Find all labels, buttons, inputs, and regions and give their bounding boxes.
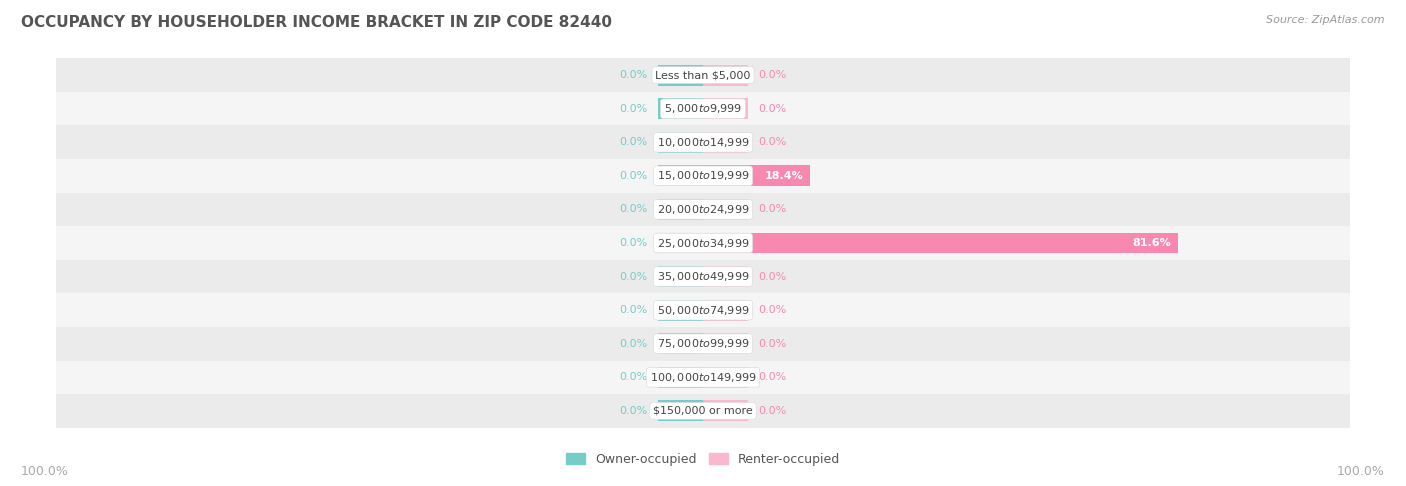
Text: 0.0%: 0.0%	[619, 137, 647, 147]
Text: 0.0%: 0.0%	[619, 238, 647, 248]
Bar	[56, 58, 1350, 92]
Bar	[658, 199, 703, 220]
Text: 0.0%: 0.0%	[619, 104, 647, 114]
Bar	[56, 92, 1350, 125]
Text: $35,000 to $49,999: $35,000 to $49,999	[657, 270, 749, 283]
Text: 100.0%: 100.0%	[1337, 465, 1385, 478]
Text: 0.0%: 0.0%	[759, 372, 787, 382]
Bar	[703, 233, 1178, 253]
Bar	[658, 165, 703, 186]
Bar	[658, 367, 703, 388]
Bar	[703, 400, 748, 421]
Text: 0.0%: 0.0%	[619, 305, 647, 315]
Bar	[703, 199, 748, 220]
Text: 0.0%: 0.0%	[619, 406, 647, 416]
Text: 0.0%: 0.0%	[759, 305, 787, 315]
Bar	[658, 300, 703, 321]
Bar	[56, 260, 1350, 294]
Text: $5,000 to $9,999: $5,000 to $9,999	[664, 102, 742, 115]
Text: 0.0%: 0.0%	[759, 272, 787, 281]
Bar	[703, 266, 748, 287]
Bar	[658, 132, 703, 153]
Text: OCCUPANCY BY HOUSEHOLDER INCOME BRACKET IN ZIP CODE 82440: OCCUPANCY BY HOUSEHOLDER INCOME BRACKET …	[21, 15, 612, 30]
Bar	[56, 226, 1350, 260]
Bar	[703, 165, 810, 186]
Bar	[56, 159, 1350, 192]
Bar	[658, 233, 703, 253]
Bar	[56, 294, 1350, 327]
Bar	[703, 333, 748, 354]
Text: 0.0%: 0.0%	[619, 205, 647, 214]
Text: $10,000 to $14,999: $10,000 to $14,999	[657, 136, 749, 149]
Text: 0.0%: 0.0%	[759, 104, 787, 114]
Legend: Owner-occupied, Renter-occupied: Owner-occupied, Renter-occupied	[567, 453, 839, 466]
Text: $150,000 or more: $150,000 or more	[654, 406, 752, 416]
Text: 0.0%: 0.0%	[619, 372, 647, 382]
Bar	[56, 125, 1350, 159]
Bar	[658, 98, 703, 119]
Text: $15,000 to $19,999: $15,000 to $19,999	[657, 169, 749, 182]
Bar	[703, 98, 748, 119]
Bar	[56, 361, 1350, 394]
Text: Less than $5,000: Less than $5,000	[655, 70, 751, 80]
Bar	[658, 266, 703, 287]
Text: 0.0%: 0.0%	[619, 171, 647, 181]
Bar	[703, 132, 748, 153]
Text: 81.6%: 81.6%	[1133, 238, 1171, 248]
Bar	[658, 400, 703, 421]
Bar	[703, 367, 748, 388]
Text: 0.0%: 0.0%	[759, 205, 787, 214]
Text: 0.0%: 0.0%	[759, 137, 787, 147]
Text: 0.0%: 0.0%	[759, 70, 787, 80]
Bar	[56, 192, 1350, 226]
Text: 18.4%: 18.4%	[765, 171, 804, 181]
Text: $50,000 to $74,999: $50,000 to $74,999	[657, 304, 749, 317]
Bar	[703, 300, 748, 321]
Text: $20,000 to $24,999: $20,000 to $24,999	[657, 203, 749, 216]
Bar	[658, 65, 703, 86]
Bar	[658, 333, 703, 354]
Text: $100,000 to $149,999: $100,000 to $149,999	[650, 371, 756, 384]
Text: $25,000 to $34,999: $25,000 to $34,999	[657, 237, 749, 249]
Text: 0.0%: 0.0%	[759, 339, 787, 349]
Text: 0.0%: 0.0%	[759, 406, 787, 416]
Text: 0.0%: 0.0%	[619, 70, 647, 80]
Bar	[703, 65, 748, 86]
Bar	[56, 394, 1350, 428]
Text: 0.0%: 0.0%	[619, 339, 647, 349]
Text: Source: ZipAtlas.com: Source: ZipAtlas.com	[1267, 15, 1385, 25]
Text: $75,000 to $99,999: $75,000 to $99,999	[657, 337, 749, 350]
Text: 0.0%: 0.0%	[619, 272, 647, 281]
Text: 100.0%: 100.0%	[21, 465, 69, 478]
Bar	[56, 327, 1350, 361]
